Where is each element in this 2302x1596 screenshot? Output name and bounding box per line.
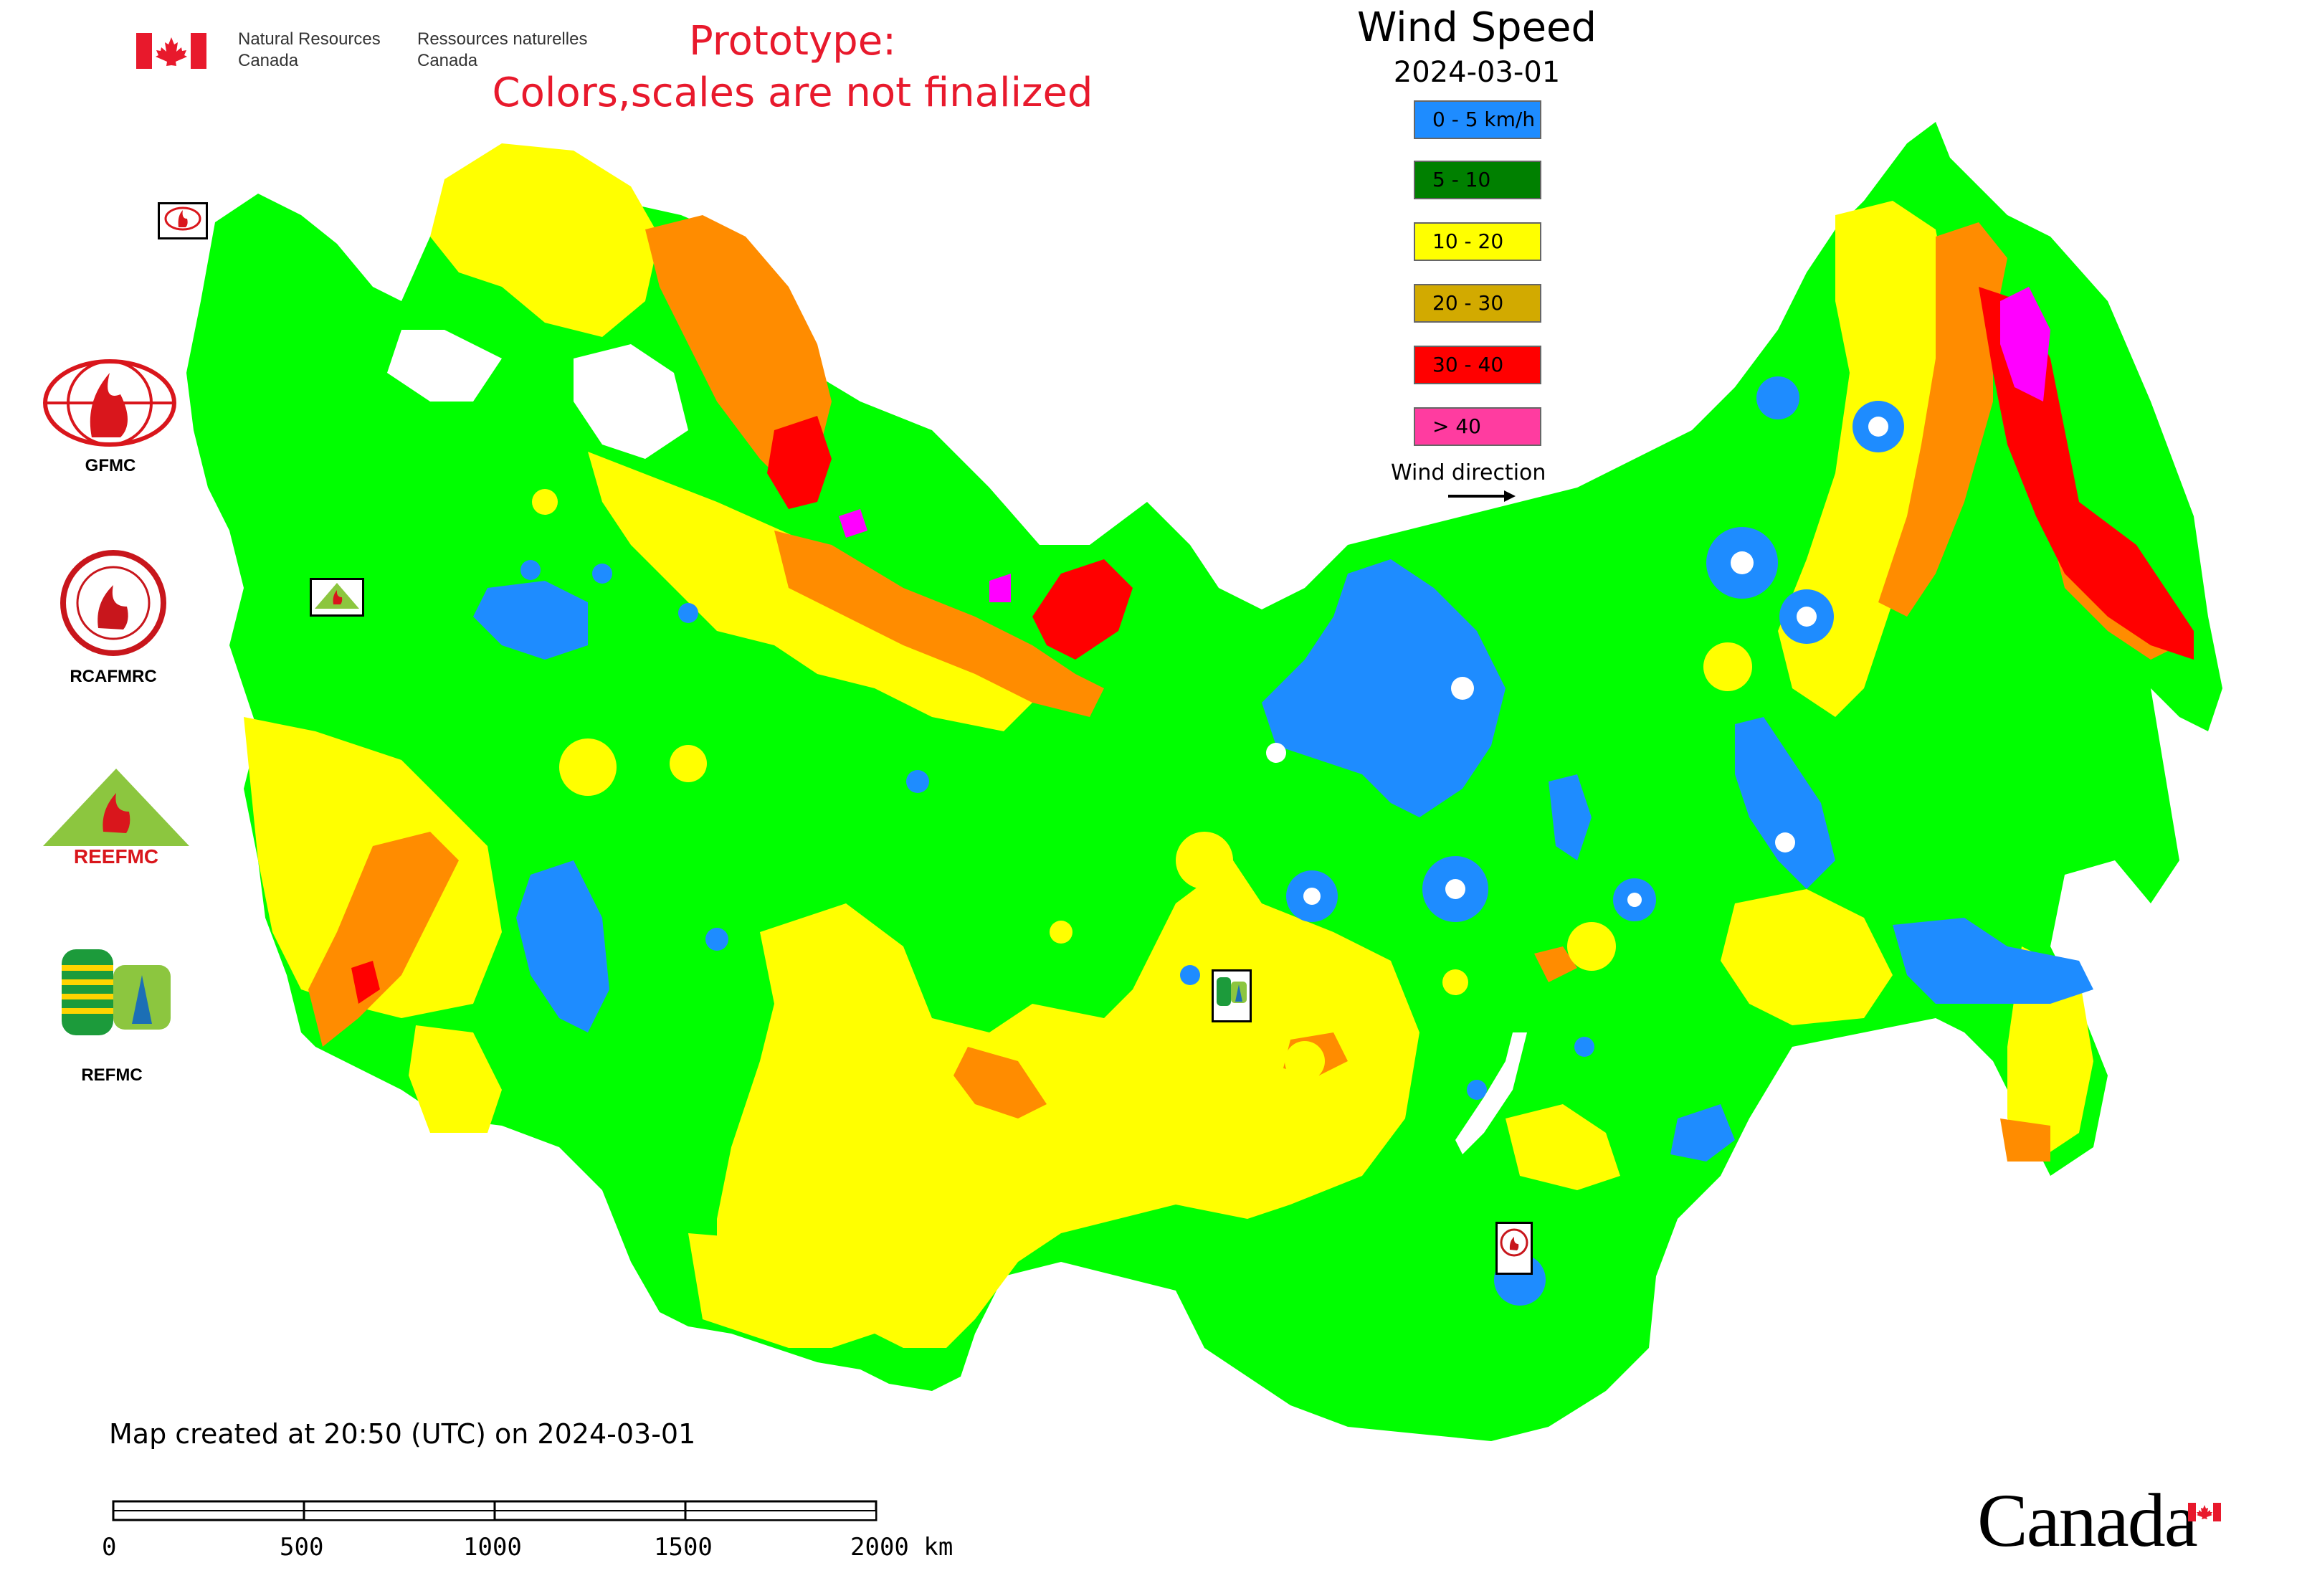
rcafmrc-map-marker[interactable]: [1495, 1222, 1533, 1275]
refmc-logo-icon: [62, 949, 171, 1035]
legend-item-1: 5 - 10: [1414, 161, 1541, 199]
canada-flag-icon: [136, 33, 206, 69]
refmc-map-marker[interactable]: [1212, 969, 1252, 1022]
gov-name-fr-line2: Canada: [417, 51, 478, 70]
org-label-gfmc: GFMC: [85, 456, 136, 475]
canada-wordmark: Canada: [1977, 1478, 2198, 1562]
moderate-wind-spots: [532, 489, 1752, 1081]
calm-wind-zones: [473, 376, 2093, 1306]
lakes-and-white-markers: [387, 330, 1888, 1154]
org-label-refmc: REFMC: [81, 1065, 143, 1085]
reefmc-marker-icon: [315, 583, 359, 609]
gfmc-map-marker[interactable]: [158, 202, 208, 239]
strong-wind-zones: [308, 215, 2179, 1162]
svg-text:REEFMC: REEFMC: [74, 845, 158, 868]
rcafmrc-logo-icon: [60, 550, 166, 656]
reefmc-map-marker[interactable]: [310, 578, 364, 617]
scale-tick-0: 0: [102, 1533, 117, 1562]
canada-wordmark-flag-icon: [2188, 1503, 2221, 1521]
legend-item-0: 0 - 5 km/h: [1414, 100, 1541, 139]
gfmc-marker-icon: [164, 206, 201, 231]
map-created-note: Map created at 20:50 (UTC) on 2024-03-01: [109, 1418, 696, 1450]
scale-tick-1000: 1000: [463, 1533, 522, 1562]
gov-name-en-line2: Canada: [238, 51, 299, 70]
gov-name-fr-line1: Ressources naturelles: [417, 29, 588, 49]
reefmc-logo-icon: REEFMC: [43, 769, 189, 868]
scale-bar: [112, 1500, 877, 1521]
refmc-marker-icon: [1217, 977, 1247, 1006]
gov-name-en-line1: Natural Resources: [238, 29, 381, 49]
legend-date: 2024-03-01: [1393, 56, 1561, 89]
wind-direction-label: Wind direction: [1391, 460, 1546, 485]
scale-tick-500: 500: [280, 1533, 324, 1562]
gfmc-logo-icon: [43, 359, 176, 447]
wind-direction-arrow-icon: [1448, 490, 1516, 502]
org-label-rcafmrc: RCAFMRC: [70, 667, 157, 686]
legend-item-2: 10 - 20: [1414, 222, 1541, 261]
rcafmrc-marker-icon: [1500, 1228, 1528, 1257]
scale-tick-2000: 2000 km: [850, 1533, 953, 1562]
gov-signature: Natural Resources Canada Ressources natu…: [136, 29, 602, 79]
legend-item-5: > 40: [1414, 407, 1541, 446]
legend-item-4: 30 - 40: [1414, 346, 1541, 384]
legend-item-3: 20 - 30: [1414, 284, 1541, 323]
legend-title: Wind Speed: [1356, 4, 1597, 51]
extreme-wind-zones: [839, 287, 2050, 602]
scale-tick-1500: 1500: [654, 1533, 713, 1562]
